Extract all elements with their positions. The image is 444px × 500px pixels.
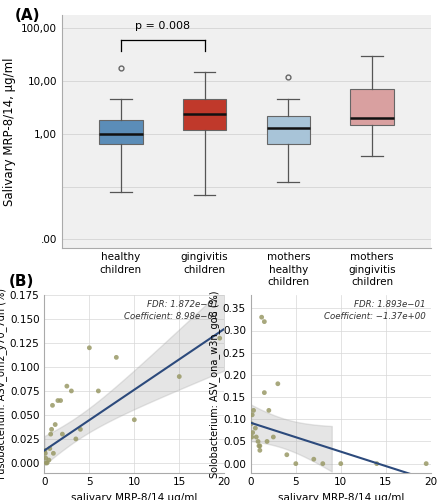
Point xyxy=(68,387,75,395)
Point xyxy=(265,406,272,414)
Text: (B): (B) xyxy=(8,274,34,288)
Text: (A): (A) xyxy=(14,8,40,23)
Point xyxy=(216,334,223,342)
Point xyxy=(42,450,49,458)
Point xyxy=(319,460,326,468)
Point xyxy=(252,424,259,432)
Point xyxy=(261,318,268,326)
Point xyxy=(47,430,54,438)
Point xyxy=(63,382,71,390)
Point xyxy=(46,444,53,452)
Point xyxy=(258,313,265,321)
Point xyxy=(254,438,262,446)
Point xyxy=(253,433,260,441)
Point xyxy=(283,451,290,459)
Point xyxy=(423,460,430,468)
X-axis label: salivary MRP-8/14 μg/ml: salivary MRP-8/14 μg/ml xyxy=(71,493,198,500)
Point xyxy=(59,430,66,438)
Point xyxy=(176,372,183,380)
Point xyxy=(310,455,317,463)
Point xyxy=(250,406,257,414)
Point xyxy=(373,460,380,468)
X-axis label: salivary MRP-8/14 μg/ml: salivary MRP-8/14 μg/ml xyxy=(278,493,404,500)
PathPatch shape xyxy=(350,90,394,124)
PathPatch shape xyxy=(99,120,143,144)
Point xyxy=(41,446,48,454)
Point xyxy=(261,388,268,396)
Point xyxy=(274,380,281,388)
Point xyxy=(263,438,270,446)
Point xyxy=(270,433,277,441)
Point xyxy=(54,396,61,404)
Point xyxy=(255,442,262,450)
Point xyxy=(42,454,49,462)
Point xyxy=(248,420,255,428)
Point xyxy=(45,456,52,464)
Point xyxy=(72,435,79,443)
Point xyxy=(86,344,93,352)
Point xyxy=(48,426,55,434)
Point xyxy=(249,411,256,419)
Point xyxy=(292,460,299,468)
Point xyxy=(52,420,59,428)
Point xyxy=(256,442,263,450)
Y-axis label: Fusobacterium: ASV_om2_y70_7dn (%): Fusobacterium: ASV_om2_y70_7dn (%) xyxy=(0,288,7,479)
Point xyxy=(249,428,256,436)
PathPatch shape xyxy=(266,116,310,144)
Point xyxy=(49,402,56,409)
Y-axis label: Solobacterium: ASV_ona_w3n_go6 (%): Solobacterium: ASV_ona_w3n_go6 (%) xyxy=(209,290,220,478)
Point xyxy=(131,416,138,424)
Point xyxy=(44,459,51,467)
Text: p = 0.008: p = 0.008 xyxy=(135,21,190,31)
PathPatch shape xyxy=(183,100,226,130)
Point xyxy=(113,354,120,362)
Point xyxy=(50,450,57,458)
Point xyxy=(57,396,64,404)
Point xyxy=(43,459,50,467)
Point xyxy=(337,460,345,468)
Text: FDR: 1.893e−01
Coefficient: −1.37e+00: FDR: 1.893e−01 Coefficient: −1.37e+00 xyxy=(324,300,425,321)
Point xyxy=(77,426,84,434)
Point xyxy=(248,433,255,441)
Point xyxy=(256,446,263,454)
Y-axis label: Salivary MRP-8/14, μg/ml: Salivary MRP-8/14, μg/ml xyxy=(3,57,16,206)
Point xyxy=(95,387,102,395)
Text: FDR: 1.872e−01
Coefficient: 8.98e−01: FDR: 1.872e−01 Coefficient: 8.98e−01 xyxy=(124,300,219,321)
